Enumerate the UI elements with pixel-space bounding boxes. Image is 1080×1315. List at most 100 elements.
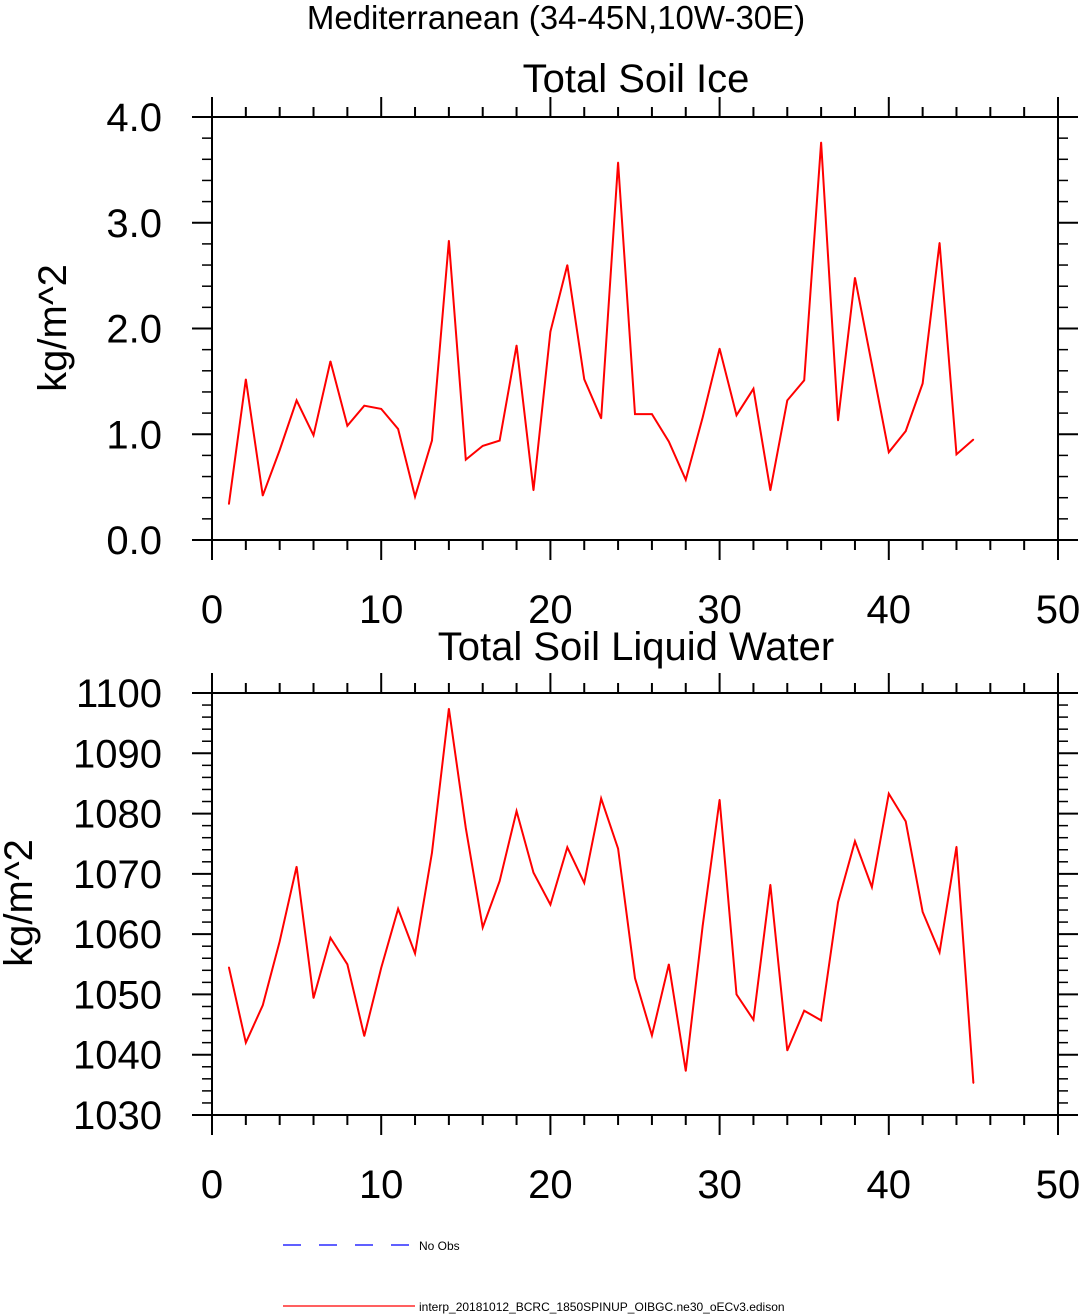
soil-ice-data-point xyxy=(481,445,484,447)
soil-liquid-water-data-point xyxy=(837,901,839,903)
soil-ice-data-point xyxy=(904,430,907,432)
soil-liquid-water-x-tick-label: 30 xyxy=(697,1163,742,1207)
soil-ice-data-point xyxy=(617,161,619,164)
soil-liquid-water-data-point xyxy=(786,1049,789,1052)
soil-ice-data-point xyxy=(465,458,467,461)
soil-ice-x-tick-label: 10 xyxy=(359,588,404,632)
soil-liquid-water-data-point xyxy=(735,993,738,996)
soil-ice-x-tick-label: 40 xyxy=(867,588,912,632)
soil-liquid-water-y-tick-label: 1050 xyxy=(73,973,162,1017)
soil-ice-data-point xyxy=(549,330,552,333)
soil-liquid-water-data-point xyxy=(769,883,772,886)
soil-ice-data-point xyxy=(820,141,822,144)
soil-liquid-water-data-point xyxy=(684,1070,687,1072)
soil-liquid-water-x-tick-label: 40 xyxy=(867,1163,912,1207)
soil-liquid-water-data-point xyxy=(448,707,450,710)
soil-liquid-water-y-axis-label: kg/m^2 xyxy=(0,839,41,967)
soil-ice-data-point xyxy=(701,416,704,419)
soil-liquid-water-data-point xyxy=(718,798,721,801)
soil-liquid-water-data-point xyxy=(295,865,298,868)
legend: No Obs interp_20181012_BCRC_1850SPINUP_O… xyxy=(283,1239,785,1314)
soil-ice-data-point xyxy=(651,413,653,415)
soil-liquid-water-data-point xyxy=(397,908,399,910)
soil-liquid-water-data-point xyxy=(515,810,518,812)
soil-ice-data-point xyxy=(346,424,349,427)
soil-ice-data-point xyxy=(854,276,856,279)
soil-ice-data-point xyxy=(668,440,670,443)
soil-liquid-water-panel: Total Soil Liquid Water kg/m^2 0 10 20 30 40… xyxy=(0,625,1080,1207)
soil-ice-data-point xyxy=(888,451,890,454)
soil-ice-data-point xyxy=(972,438,975,441)
soil-liquid-water-y-tick-label: 1040 xyxy=(73,1034,162,1078)
soil-ice-x-tick-label: 30 xyxy=(697,588,742,632)
soil-ice-panel: Total Soil Ice kg/m^2 0 10 20 30 40 50 0.0 1.0 2… xyxy=(31,57,1080,632)
legend-label-no-obs: No Obs xyxy=(419,1239,460,1253)
soil-liquid-water-series-line xyxy=(227,708,975,1084)
soil-liquid-water-data-point xyxy=(803,1009,805,1012)
soil-ice-data-point xyxy=(921,382,924,385)
soil-liquid-water-y-tick-label: 1080 xyxy=(73,793,162,837)
soil-liquid-water-data-point xyxy=(871,886,873,888)
soil-liquid-water-data-point xyxy=(634,977,636,979)
soil-liquid-water-data-point xyxy=(363,1035,366,1037)
soil-ice-data-point xyxy=(583,378,586,381)
figure-title: Mediterranean (34-45N,10W-30E) xyxy=(307,0,805,36)
soil-ice-x-tick-label: 50 xyxy=(1036,588,1080,632)
soil-ice-data-point xyxy=(498,439,501,442)
soil-liquid-water-y-tick-label: 1030 xyxy=(73,1094,162,1138)
soil-ice-data-point xyxy=(735,414,738,417)
soil-liquid-water-data-point xyxy=(600,797,602,800)
legend-label-model: interp_20181012_BCRC_1850SPINUP_OIBGC.ne… xyxy=(419,1300,785,1314)
soil-liquid-water-y-tick-label: 1070 xyxy=(73,853,162,897)
soil-liquid-water-data-point xyxy=(972,1082,975,1084)
soil-liquid-water-data-point xyxy=(228,966,230,969)
soil-liquid-water-data-point xyxy=(617,847,619,850)
soil-ice-data-point xyxy=(397,428,399,430)
soil-liquid-water-data-point xyxy=(261,1004,264,1007)
soil-liquid-water-data-point xyxy=(651,1034,653,1037)
soil-ice-data-point xyxy=(566,264,569,266)
soil-ice-data-point xyxy=(786,399,789,402)
soil-liquid-water-data-point xyxy=(854,840,856,843)
soil-ice-data-point xyxy=(938,242,941,244)
soil-liquid-water-y-tick-label: 1100 xyxy=(76,672,162,716)
soil-liquid-water-data-point xyxy=(583,882,586,884)
soil-liquid-water-data-point xyxy=(904,820,907,823)
soil-liquid-water-data-point xyxy=(329,936,332,939)
soil-ice-y-axis-label: kg/m^2 xyxy=(31,264,75,392)
soil-liquid-water-plot-frame xyxy=(211,692,1059,1116)
soil-liquid-water-x-tick-label: 10 xyxy=(359,1163,404,1207)
soil-ice-data-point xyxy=(871,363,873,366)
soil-liquid-water-data-point xyxy=(414,952,416,955)
soil-ice-x-tick-label: 0 xyxy=(201,588,223,632)
soil-liquid-water-data-point xyxy=(498,880,501,882)
soil-ice-data-point xyxy=(312,434,315,437)
soil-ice-data-point xyxy=(380,408,383,410)
soil-ice-y-tick-label: 2.0 xyxy=(106,308,162,352)
soil-liquid-water-data-point xyxy=(278,940,281,943)
soil-liquid-water-y-tick-label: 1060 xyxy=(73,913,162,957)
soil-ice-data-point xyxy=(295,399,298,402)
soil-liquid-water-data-point xyxy=(701,924,704,927)
soil-ice-data-point xyxy=(600,417,602,420)
soil-ice-data-point xyxy=(803,379,805,382)
soil-liquid-water-data-point xyxy=(668,963,670,966)
soil-ice-series-line xyxy=(227,142,975,505)
soil-liquid-water-data-point xyxy=(312,997,315,999)
soil-ice-data-point xyxy=(363,404,366,407)
soil-ice-data-point xyxy=(278,449,281,451)
soil-ice-data-point xyxy=(448,239,450,242)
soil-liquid-water-x-tick-label: 20 xyxy=(528,1163,573,1207)
soil-liquid-water-data-point xyxy=(820,1019,822,1022)
soil-ice-data-point xyxy=(329,360,332,363)
soil-liquid-water-data-point xyxy=(549,903,552,906)
soil-ice-data-point xyxy=(261,494,264,497)
soil-liquid-water-data-point xyxy=(245,1041,247,1044)
soil-ice-y-tick-label: 0.0 xyxy=(106,519,162,563)
soil-ice-x-tick-label: 20 xyxy=(528,588,573,632)
soil-ice-data-point xyxy=(684,478,687,481)
soil-liquid-water-y-tick-label: 1090 xyxy=(73,732,162,776)
soil-ice-y-tick-label: 3.0 xyxy=(106,202,162,246)
soil-ice-data-point xyxy=(634,413,636,415)
soil-liquid-water-data-point xyxy=(346,963,349,966)
